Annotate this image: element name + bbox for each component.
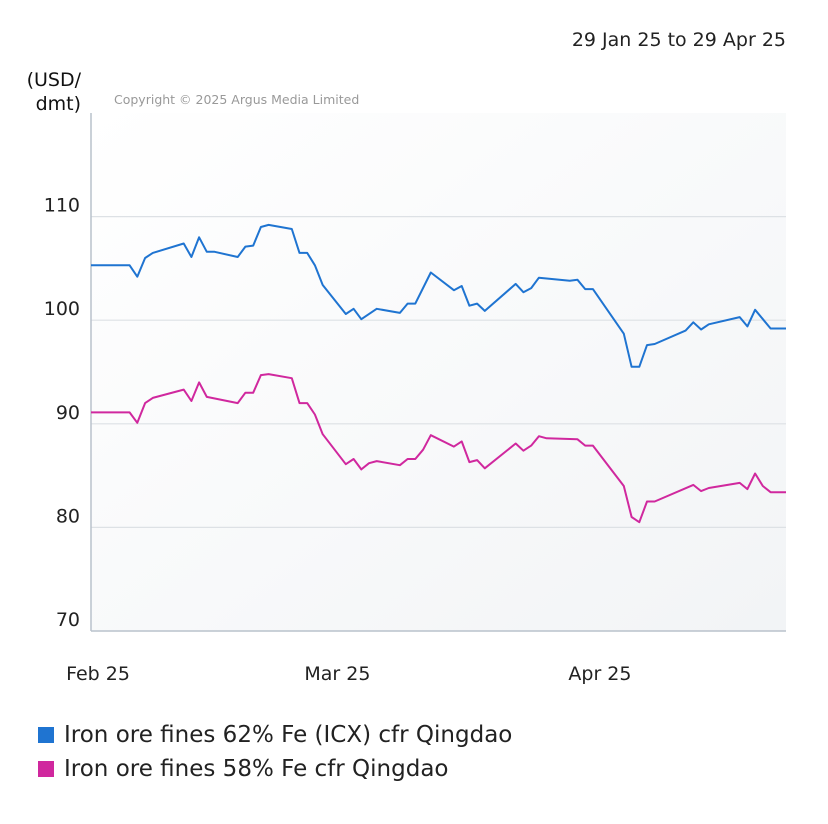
legend: Iron ore fines 62% Fe (ICX) cfr Qingdao …: [38, 718, 512, 786]
legend-label-58-fe: Iron ore fines 58% Fe cfr Qingdao: [64, 756, 449, 782]
date-range-label: 29 Jan 25 to 29 Apr 25: [572, 29, 786, 51]
legend-swatch-58-fe: [38, 761, 54, 777]
y-axis-label-line2: dmt): [36, 93, 81, 115]
legend-label-62-fe: Iron ore fines 62% Fe (ICX) cfr Qingdao: [64, 722, 513, 748]
legend-swatch-62-fe: [38, 727, 54, 743]
series-line-0: [91, 223, 786, 368]
plot-area: [91, 113, 786, 631]
x-tick-label: Apr 25: [568, 663, 631, 685]
y-tick-label: 70: [56, 609, 80, 631]
line-chart: 70 80 90 100 110 Feb 25 Mar 25 Apr 25 29 Jan 2…: [27, 29, 786, 685]
legend-item-62-fe: Iron ore fines 62% Fe (ICX) cfr Qingdao: [38, 718, 512, 752]
copyright-notice: Copyright © 2025 Argus Media Limited: [114, 92, 359, 107]
x-tick-label: Mar 25: [304, 663, 370, 685]
series-lines: [91, 223, 786, 524]
y-tick-label: 100: [44, 298, 80, 320]
y-tick-labels: 70 80 90 100 110: [44, 195, 80, 631]
x-tick-label: Feb 25: [66, 663, 130, 685]
y-axis-label-line1: (USD/: [27, 69, 82, 91]
y-tick-label: 90: [56, 402, 80, 424]
gridlines: [91, 216, 786, 529]
y-tick-label: 80: [56, 505, 80, 527]
y-tick-label: 110: [44, 195, 80, 217]
x-tick-labels: Feb 25 Mar 25 Apr 25: [66, 663, 631, 685]
series-line-1: [91, 373, 786, 524]
legend-item-58-fe: Iron ore fines 58% Fe cfr Qingdao: [38, 752, 512, 786]
